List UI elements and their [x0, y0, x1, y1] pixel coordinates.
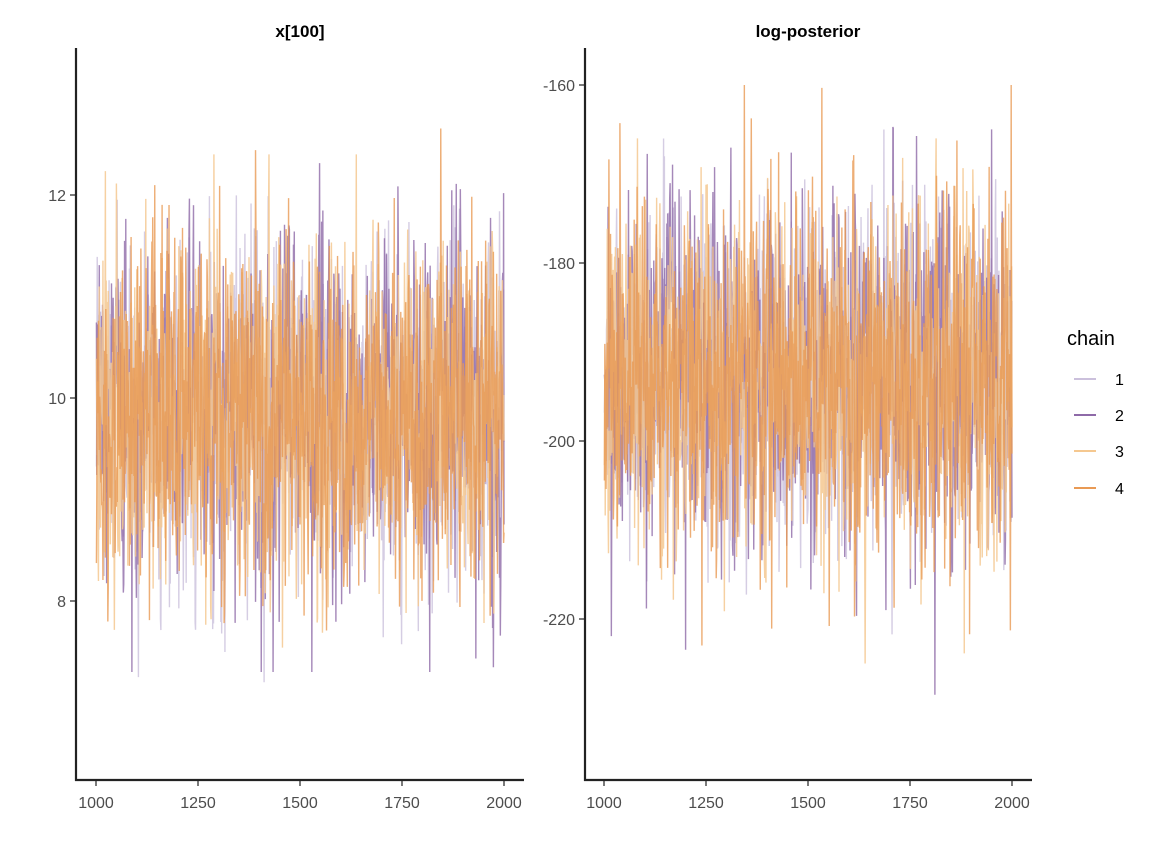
tick-layer-x100: 1000 1250 1500 1750 2000 8 10 12	[48, 188, 522, 812]
x-tick-label-log-posterior-1250: 1250	[688, 795, 724, 812]
x-tick-label-log-posterior-2000: 2000	[994, 795, 1030, 812]
y-tick-label-log-posterior--220: -220	[543, 612, 575, 629]
series-line-chain-4-log-posterior	[603, 84, 1013, 646]
x-tick-label-log-posterior-1750: 1750	[892, 795, 928, 812]
legend-item-1: 1	[1074, 372, 1124, 389]
x-tick-label-log-posterior-1000: 1000	[586, 795, 622, 812]
y-tick-label-log-posterior--180: -180	[543, 256, 575, 273]
legend-label-2: 2	[1115, 408, 1124, 425]
y-tick-label-x100-12: 12	[48, 188, 66, 205]
legend-item-4: 4	[1074, 481, 1124, 498]
legend: chain 1 2 3 4	[1067, 328, 1124, 498]
x-tick-label-log-posterior-1500: 1500	[790, 795, 826, 812]
series-layer-x100	[95, 128, 505, 683]
y-tick-label-log-posterior--200: -200	[543, 434, 575, 451]
y-tick-label-x100-8: 8	[57, 594, 66, 611]
panel-title-log-posterior: log-posterior	[756, 22, 861, 41]
panel-title-x100: x[100]	[275, 22, 324, 41]
y-tick-label-x100-10: 10	[48, 391, 66, 408]
x-tick-label-x100-2000: 2000	[486, 795, 522, 812]
legend-item-3: 3	[1074, 444, 1124, 461]
legend-title: chain	[1067, 328, 1115, 350]
x-tick-label-x100-1250: 1250	[180, 795, 216, 812]
x-tick-label-x100-1000: 1000	[78, 795, 114, 812]
legend-item-2: 2	[1074, 408, 1124, 425]
series-line-chain-4-x100	[95, 128, 505, 631]
legend-label-1: 1	[1115, 372, 1124, 389]
panel-x100: x[100] 1000 1250 1500 1750 2000 8 10 12	[48, 22, 524, 812]
x-tick-label-x100-1500: 1500	[282, 795, 318, 812]
series-layer-log-posterior	[603, 84, 1013, 695]
panel-log-posterior: log-posterior 1000 1250 1500 1750 2000 -220 -2…	[543, 22, 1032, 812]
y-tick-label-log-posterior--160: -160	[543, 78, 575, 95]
legend-label-4: 4	[1115, 481, 1124, 498]
tick-layer-log-posterior: 1000 1250 1500 1750 2000 -220 -200 -180 -160	[543, 78, 1030, 812]
x-tick-label-x100-1750: 1750	[384, 795, 420, 812]
legend-label-3: 3	[1115, 444, 1124, 461]
